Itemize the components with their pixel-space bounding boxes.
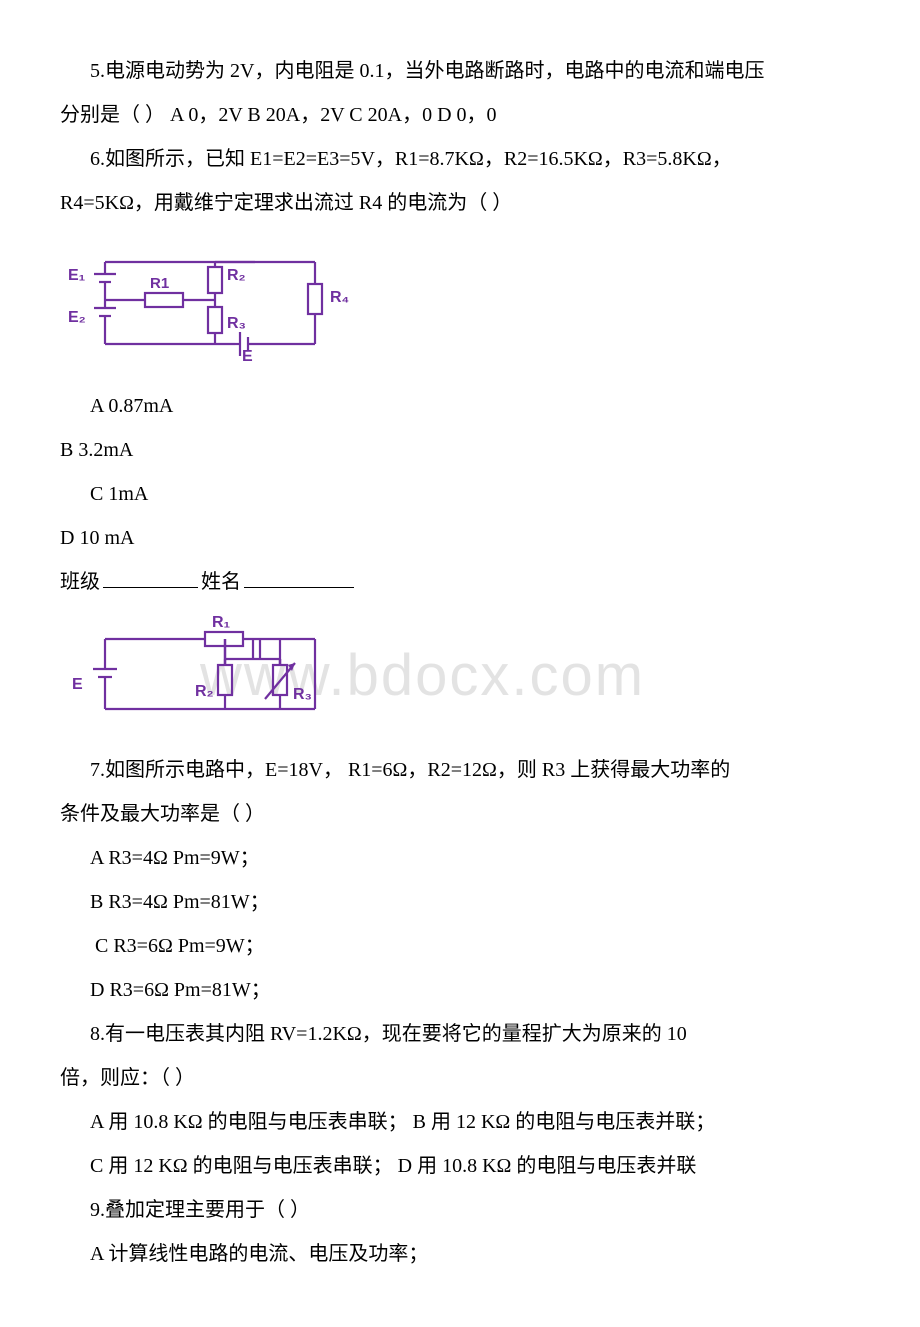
q7-opt-b: B R3=4Ω Pm=81W； — [60, 881, 860, 923]
name-label: 姓名 — [201, 571, 241, 593]
q7-opt-d: D R3=6Ω Pm=81W； — [60, 969, 860, 1011]
q7-line1: 7.如图所示电路中，E=18V， R1=6Ω，R2=12Ω，则 R3 上获得最大… — [60, 749, 860, 791]
class-label: 班级 — [60, 571, 100, 593]
svg-text:R₄: R₄ — [330, 289, 349, 306]
q8-line4: C 用 12 KΩ 的电阻与电压表串联； D 用 10.8 KΩ 的电阻与电压表… — [60, 1145, 860, 1187]
q6-opt-c: C 1mA — [60, 473, 860, 515]
fill-line: 班级 姓名 — [60, 561, 860, 603]
svg-text:E₂: E₂ — [68, 309, 86, 326]
q8-line3: A 用 10.8 KΩ 的电阻与电压表串联； B 用 12 KΩ 的电阻与电压表… — [60, 1101, 860, 1143]
q9-line2: A 计算线性电路的电流、电压及功率； — [60, 1233, 860, 1275]
q5-line1: 5.电源电动势为 2V，内电阻是 0.1，当外电路断路时，电路中的电流和端电压 — [60, 50, 860, 92]
q6-opt-d: D 10 mA — [60, 517, 860, 559]
svg-text:E: E — [242, 348, 253, 362]
q7-opt-a: A R3=4Ω Pm=9W； — [60, 837, 860, 879]
q7-line2: 条件及最大功率是（ ） — [60, 793, 860, 835]
svg-text:R1: R1 — [150, 275, 169, 292]
q8-line1: 8.有一电压表其内阻 RV=1.2KΩ，现在要将它的量程扩大为原来的 10 — [60, 1013, 860, 1055]
q6-opt-b: B 3.2mA — [60, 429, 860, 471]
svg-text:E₁: E₁ — [68, 267, 86, 284]
q8-line2: 倍，则应：（ ） — [60, 1057, 860, 1099]
q6-line1: 6.如图所示，已知 E1=E2=E3=5V，R1=8.7KΩ，R2=16.5KΩ… — [60, 138, 860, 180]
svg-text:R₂: R₂ — [227, 267, 246, 284]
q6-line2: R4=5KΩ，用戴维宁定理求出流过 R4 的电流为（ ） — [60, 182, 860, 224]
svg-text:R₂: R₂ — [195, 683, 214, 700]
page-content: 5.电源电动势为 2V，内电阻是 0.1，当外电路断路时，电路中的电流和端电压 … — [60, 50, 860, 1275]
svg-text:R₃: R₃ — [227, 315, 246, 332]
svg-text:R₁: R₁ — [212, 614, 231, 631]
q6-circuit: E₁ E₂ R1 R₂ R₃ R₄ E — [60, 232, 860, 377]
q6-opt-a: A 0.87mA — [60, 385, 860, 427]
q7-circuit: E R₁ R₂ R₃ — [60, 611, 860, 741]
q5-line2: 分别是（ ） A 0，2V B 20A，2V C 20A，0 D 0，0 — [60, 94, 860, 136]
q7-opt-c: C R3=6Ω Pm=9W； — [60, 925, 860, 967]
svg-text:E: E — [72, 676, 83, 693]
name-fill — [244, 587, 354, 588]
q9-line1: 9.叠加定理主要用于（ ） — [60, 1189, 860, 1231]
svg-text:R₃: R₃ — [293, 686, 312, 703]
class-fill — [103, 587, 198, 588]
